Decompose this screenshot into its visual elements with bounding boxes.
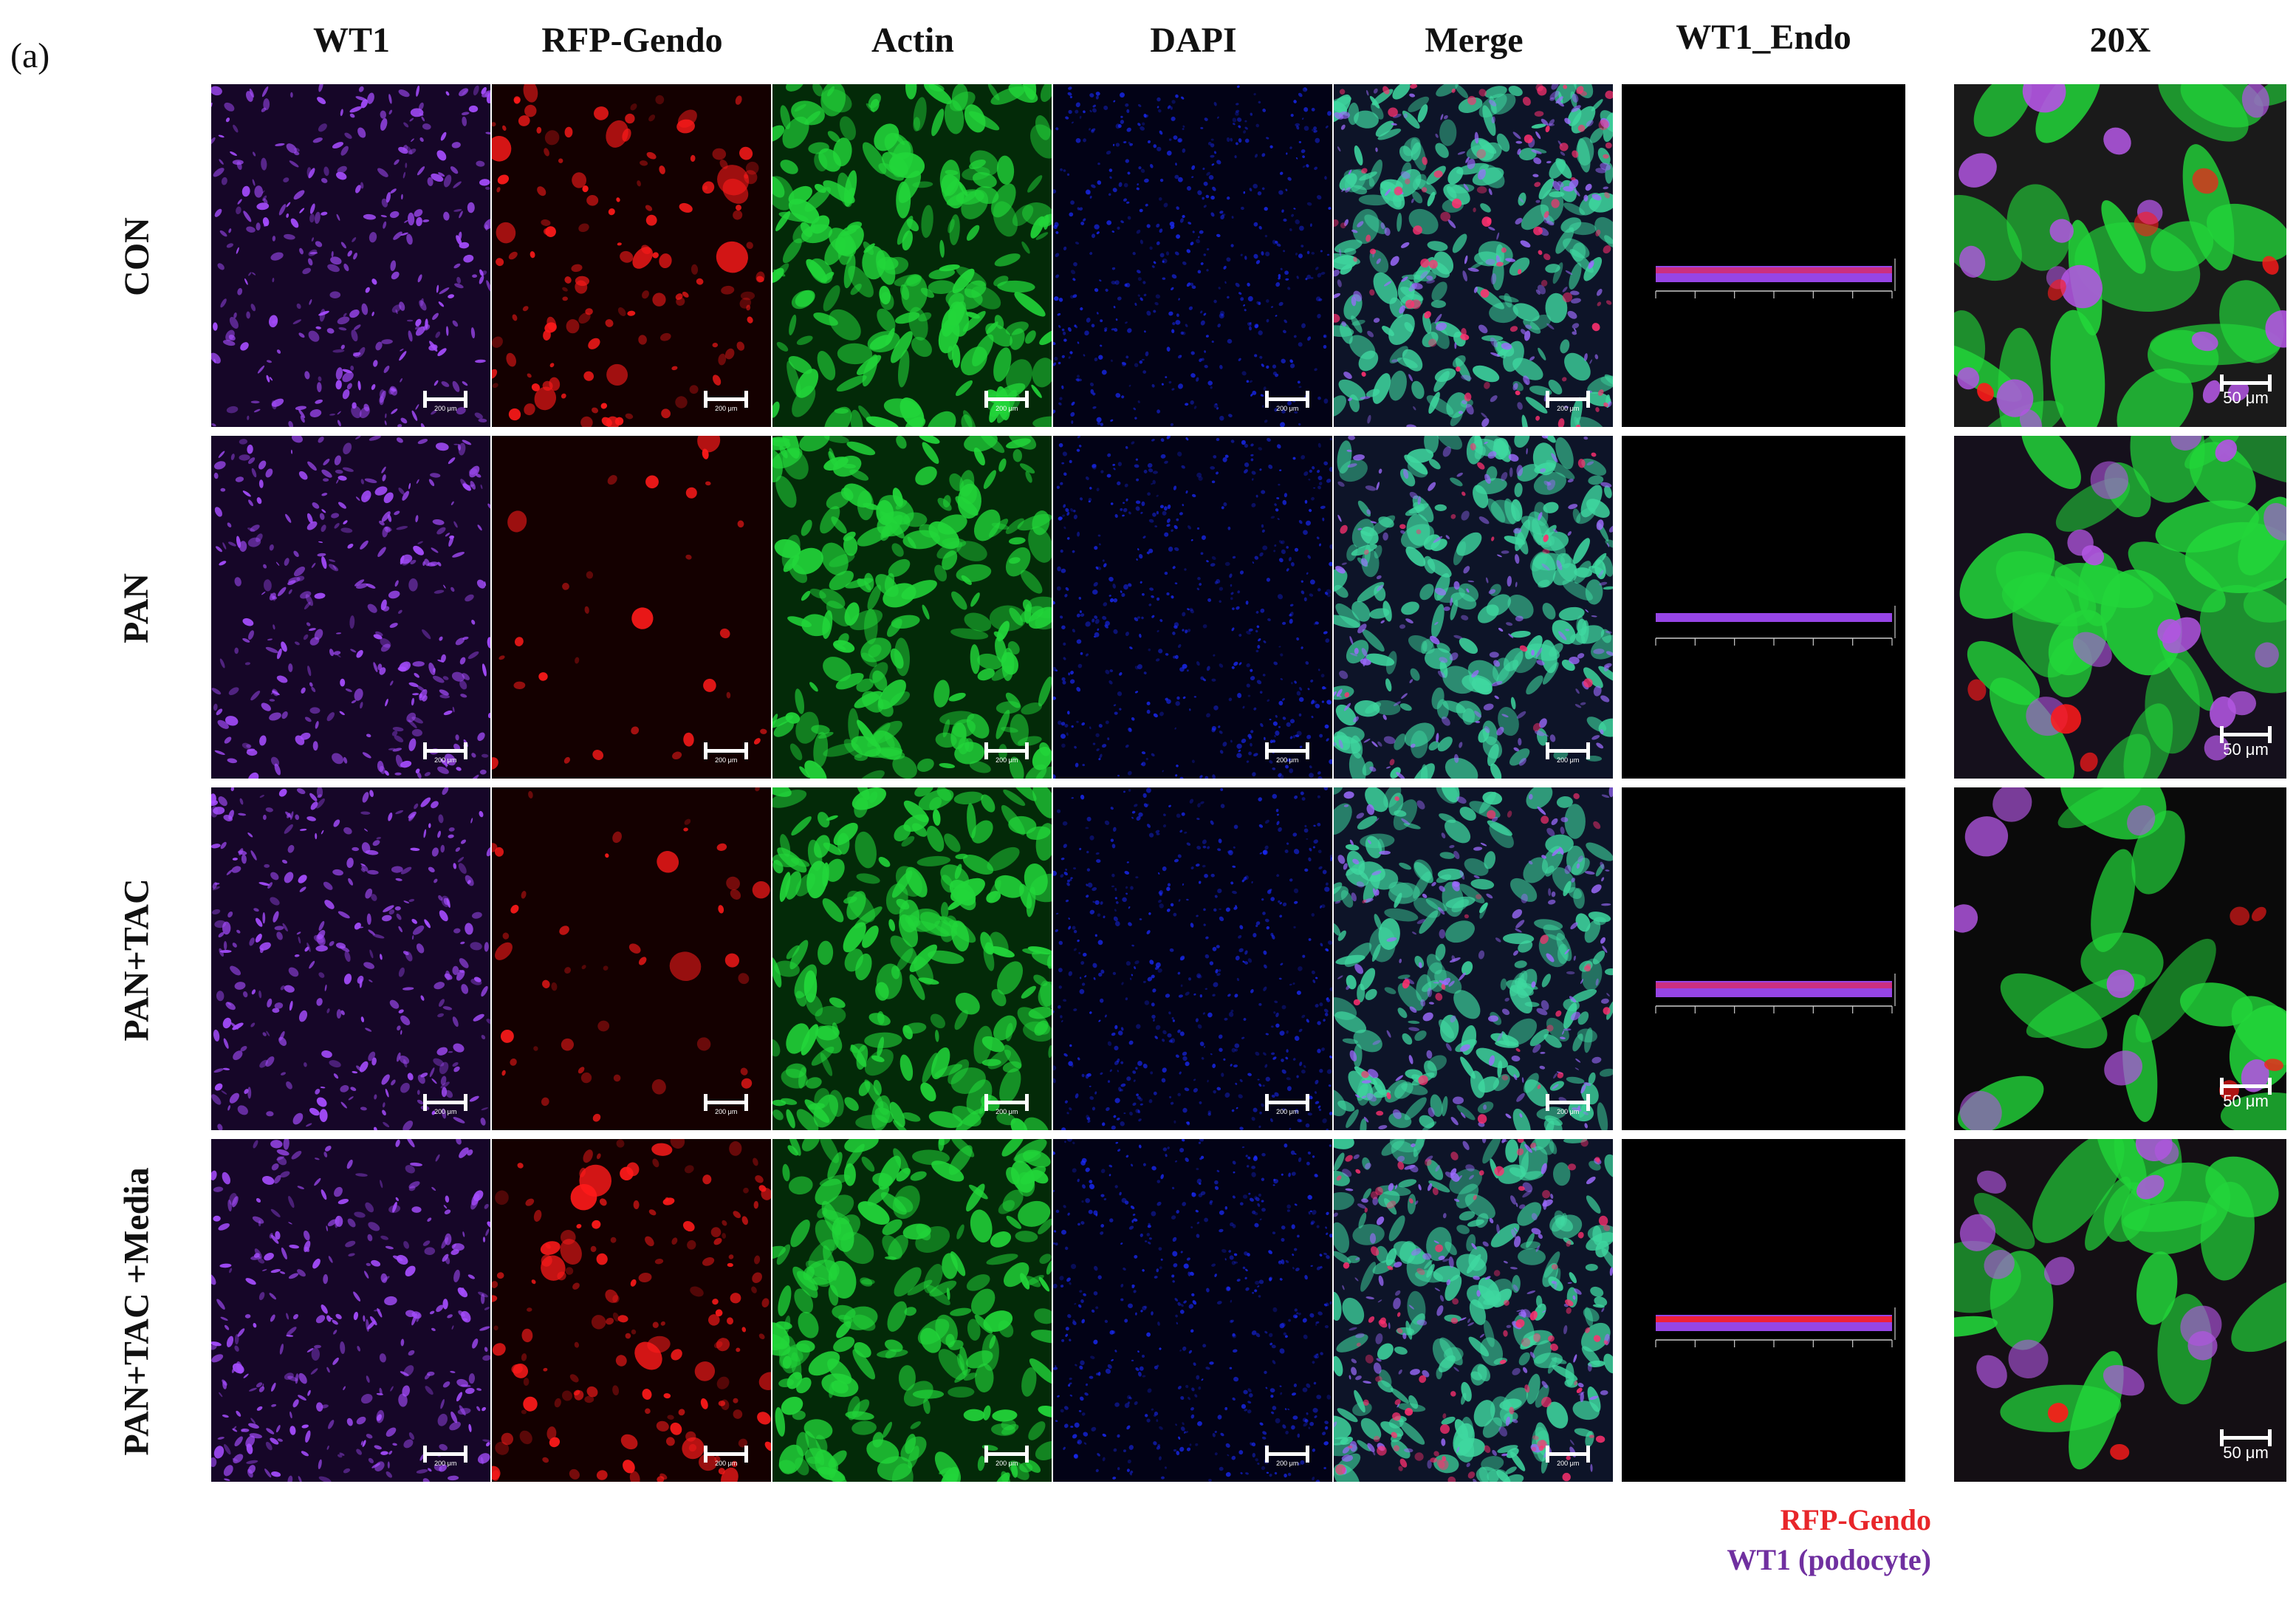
scale-bar-label: 200 μm [715,1108,738,1115]
scale-bar [1265,391,1310,408]
scale-bar [1546,391,1591,408]
rfp-gendo-micrograph-con: 200 μm [492,84,771,427]
column-header-rfp-gendo: RFP-Gendo [541,21,723,60]
scale-bar [1265,1446,1310,1463]
scale-bar-label: 200 μm [1276,1460,1299,1467]
scale-bar-label: 200 μm [1557,1460,1580,1467]
row-label-pan-tac: PAN+TAC [117,878,157,1042]
scale-bar [704,1446,749,1463]
scale-bar-label: 200 μm [1557,756,1580,764]
scale-bar [1546,742,1591,759]
scale-bar-label: 200 μm [434,1108,457,1115]
row-label-pan-tac-media: PAN+TAC +Media [117,1166,157,1456]
scale-bar [1546,1094,1591,1111]
actin-micrograph-pan: 200 μm [772,436,1052,779]
merge-micrograph-con: 200 μm [1334,84,1613,427]
scale-bar [984,742,1029,759]
wt1-endo-orthogonal-view-pan-tac [1622,787,1905,1130]
actin-micrograph-pan-tac-media: 200 μm [772,1139,1052,1482]
legend-rfp-gendo: RFP-Gendo [1780,1503,1931,1536]
wt1-endo-orthogonal-view-pan [1622,436,1905,779]
scale-bar-label: 50 μm [2223,1443,2269,1462]
panel-letter: (a) [10,36,50,75]
legend-wt1-podocyte: WT1 (podocyte) [1727,1543,1931,1576]
wt1-micrograph-pan: 200 μm [211,436,490,779]
scale-bar [1265,1094,1310,1111]
column-header-20x: 20X [2089,21,2151,60]
wt1-micrograph-pan-tac-media: 200 μm [211,1139,490,1482]
scale-bar [1546,1446,1591,1463]
scale-bar-label: 200 μm [1557,1108,1580,1115]
scale-bar [2220,1078,2272,1095]
scale-bar-label: 200 μm [1276,756,1299,764]
scale-bar [1265,742,1310,759]
zoom-20x-micrograph-pan-tac-media: 50 μm [1954,1139,2286,1482]
dapi-micrograph-pan-tac-media: 200 μm [1053,1139,1332,1482]
dapi-micrograph-pan: 200 μm [1053,436,1332,779]
scale-bar-label: 200 μm [434,756,457,764]
scale-bar [704,742,749,759]
scale-bar-label: 200 μm [715,405,738,412]
scale-bar [984,1094,1029,1111]
dapi-micrograph-con: 200 μm [1053,84,1332,427]
row-label-pan: PAN [117,572,157,643]
scale-bar-label: 200 μm [1276,1108,1299,1115]
scale-bar [704,1094,749,1111]
scale-bar-label: 50 μm [2223,740,2269,759]
scale-bar-label: 200 μm [715,1460,738,1467]
wt1-micrograph-con: 200 μm [211,84,490,427]
rfp-gendo-micrograph-pan: 200 μm [492,436,771,779]
scale-bar-label: 200 μm [995,405,1018,412]
scale-bar [704,391,749,408]
wt1-endo-orthogonal-view-con [1622,84,1905,427]
rfp-gendo-micrograph-pan-tac-media: 200 μm [492,1139,771,1482]
column-header-actin: Actin [871,21,954,60]
merge-micrograph-pan: 200 μm [1334,436,1613,779]
rfp-gendo-micrograph-pan-tac: 200 μm [492,787,771,1130]
scale-bar-label: 200 μm [995,1108,1018,1115]
column-header-merge: Merge [1425,21,1524,60]
row-label-con: CON [117,216,157,296]
scale-bar [984,1446,1029,1463]
scale-bar-label: 50 μm [2223,389,2269,407]
scale-bar-label: 200 μm [715,756,738,764]
merge-micrograph-pan-tac: 200 μm [1334,787,1613,1130]
zoom-20x-micrograph-pan-tac: 50 μm [1954,787,2286,1130]
actin-micrograph-pan-tac: 200 μm [772,787,1052,1130]
scale-bar [423,391,468,408]
merge-micrograph-pan-tac-media: 200 μm [1334,1139,1613,1482]
zoom-20x-micrograph-pan: 50 μm [1954,436,2286,779]
scale-bar [2220,726,2272,743]
scale-bar [423,742,468,759]
wt1-endo-orthogonal-view-pan-tac-media [1622,1139,1905,1482]
column-header-wt1-endo: WT1_Endo [1676,18,1851,57]
wt1-micrograph-pan-tac: 200 μm [211,787,490,1130]
scale-bar-label: 200 μm [995,756,1018,764]
scale-bar-label: 200 μm [1557,405,1580,412]
scale-bar [984,391,1029,408]
scale-bar-label: 200 μm [1276,405,1299,412]
scale-bar [2220,375,2272,391]
scale-bar-label: 200 μm [995,1460,1018,1467]
scale-bar-label: 50 μm [2223,1092,2269,1110]
dapi-micrograph-pan-tac: 200 μm [1053,787,1332,1130]
column-header-wt1: WT1 [312,21,390,60]
zoom-20x-micrograph-con: 50 μm [1954,84,2286,427]
scale-bar [2220,1429,2272,1446]
scale-bar-label: 200 μm [434,1460,457,1467]
scale-bar-label: 200 μm [434,405,457,412]
column-header-dapi: DAPI [1150,21,1237,60]
scale-bar [423,1094,468,1111]
actin-micrograph-con: 200 μm [772,84,1052,427]
scale-bar [423,1446,468,1463]
